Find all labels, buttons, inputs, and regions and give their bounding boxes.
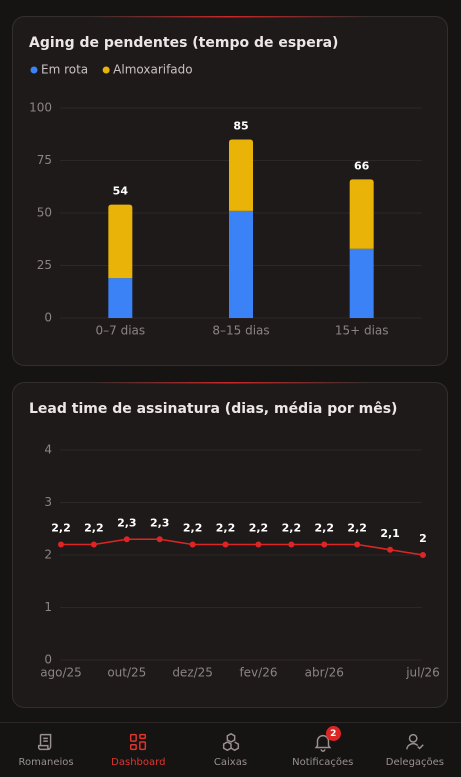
point: [288, 541, 295, 548]
card-accent: [90, 16, 370, 18]
x-tick-label: out/25: [107, 666, 146, 680]
x-tick-label: 8–15 dias: [212, 324, 269, 338]
y-tick-label: 3: [44, 495, 52, 509]
point: [387, 546, 394, 553]
point: [58, 541, 64, 548]
point: [222, 541, 229, 548]
point: [321, 541, 328, 548]
value-label: 2,3: [150, 516, 170, 529]
line: [61, 538, 424, 556]
y-tick-label: 100: [29, 101, 52, 115]
bar-segment: [349, 248, 374, 318]
nav-label: Dashboard: [111, 757, 166, 768]
dashboard: Aging de pendentes (tempo de espera) Lea…: [12, 16, 448, 708]
x-tick-label: 0–7 dias: [96, 324, 146, 338]
total-label: 85: [233, 120, 248, 133]
icon: [222, 732, 239, 752]
y-tick-label: 50: [37, 206, 52, 220]
bar-segment: [108, 204, 133, 279]
chart-title: Aging de pendentes (tempo de espera): [29, 35, 338, 51]
value-label: 2,2: [84, 522, 104, 535]
value-label: 2,2: [183, 522, 203, 535]
y-tick-label: 2: [44, 548, 52, 562]
legend-swatch: [30, 66, 38, 74]
y-tick-label: 0: [44, 653, 52, 667]
value-label: 2,1: [380, 527, 400, 540]
bottom-nav: Romaneios Dashboard Caixas Notificações …: [0, 722, 461, 777]
y-tick-label: 1: [44, 600, 52, 614]
notification-badge: 2: [325, 726, 341, 741]
y-tick-label: 4: [44, 443, 52, 457]
bar-segment: [349, 179, 374, 249]
x-tick-label: fev/26: [239, 666, 277, 680]
nav-item[interactable]: Delegações: [369, 723, 461, 777]
value-label: 2,3: [117, 516, 137, 529]
point: [156, 536, 163, 543]
chart-title: Lead time de assinatura (dias, média por…: [29, 401, 397, 417]
y-tick-label: 25: [37, 258, 52, 272]
nav-label: Caixas: [213, 757, 248, 768]
bar-segment: [229, 210, 253, 318]
x-tick-label: 15+ dias: [335, 324, 389, 338]
icon: [130, 733, 147, 751]
nav-label: Delegações: [385, 757, 445, 768]
nav-label: Romaneios: [18, 757, 74, 768]
legend-label: Em rota: [41, 63, 88, 77]
value-label: 2,2: [51, 522, 71, 535]
nav-item[interactable]: Romaneios: [0, 723, 92, 777]
value-label: 2,2: [347, 522, 367, 535]
x-tick-label: ago/25: [40, 666, 82, 680]
point: [90, 541, 97, 548]
nav-item[interactable]: Dashboard: [92, 723, 184, 777]
bar-segment: [108, 278, 133, 318]
value-label: 2,2: [315, 522, 335, 535]
point: [255, 541, 262, 548]
nav-label: Notificações: [292, 757, 354, 768]
icon: [405, 733, 424, 750]
point: [123, 536, 130, 543]
point: [189, 541, 196, 548]
icon: [314, 734, 332, 752]
bar-segment: [229, 139, 253, 211]
total-label: 66: [354, 159, 370, 172]
x-tick-label: jul/26: [405, 666, 440, 680]
point: [420, 552, 426, 558]
value-label: 2,2: [282, 522, 302, 535]
nav-item[interactable]: Caixas: [184, 723, 276, 777]
legend-label: Almoxarifado: [113, 63, 192, 77]
legend-swatch: [102, 66, 110, 74]
point: [354, 541, 361, 548]
total-label: 54: [113, 185, 129, 198]
icon: [38, 733, 52, 751]
value-label: 2: [419, 532, 427, 545]
card-accent: [90, 382, 370, 384]
nav-item[interactable]: Notificações 2: [277, 723, 369, 777]
x-tick-label: dez/25: [172, 666, 213, 680]
x-tick-label: abr/26: [305, 666, 344, 680]
value-label: 2,2: [216, 522, 236, 535]
y-tick-label: 0: [44, 311, 52, 325]
value-label: 2,2: [249, 522, 269, 535]
y-tick-label: 75: [37, 153, 52, 167]
